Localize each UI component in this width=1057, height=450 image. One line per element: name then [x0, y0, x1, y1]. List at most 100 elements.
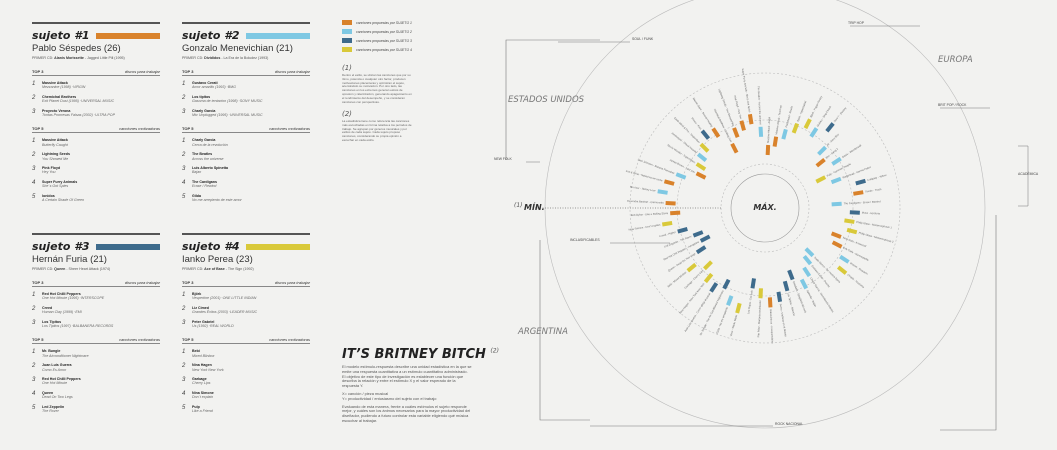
outer-bracket — [539, 240, 590, 421]
song-bar — [661, 220, 673, 227]
item-title: Charly Garcia — [192, 108, 216, 113]
item-subtitle: Cerca de la revolución — [192, 142, 228, 147]
song-label: Oasis - Wonderwall — [841, 143, 862, 159]
song-bar — [657, 189, 668, 195]
song-bar — [695, 162, 707, 171]
item-number: 2 — [32, 152, 36, 159]
list-item: 3 Garbage Cherry Lips — [182, 377, 310, 386]
song-bar — [776, 291, 783, 303]
item-number: 2 — [32, 305, 36, 312]
ring — [720, 163, 810, 253]
chart-legend: canciones propuestas por SUJETO 1 cancio… — [342, 18, 412, 54]
song-bar — [730, 142, 739, 154]
item-number: 5 — [182, 404, 186, 411]
song-label: Gilda - No me arrepiento — [715, 306, 729, 334]
song-label: Björk - Pagan Poetry — [809, 94, 824, 118]
song-list: 1 Bebi Mixed Blinbox 2 Nina Hagen New York Ne… — [182, 349, 310, 413]
song-bar — [831, 240, 843, 249]
item-subtitle: She´s Got Spies — [42, 184, 69, 189]
song-bar — [750, 278, 756, 289]
min-label: MÍN. — [524, 201, 545, 212]
item-title: Juan Luis Guerra — [42, 363, 72, 368]
item-subtitle: A Certain Shade Of Green — [42, 198, 85, 203]
song-label: Nina Hagen - New York New York — [678, 281, 706, 314]
list-item: 2 Lightning Seeds You Showed Me — [32, 152, 160, 161]
first-cd: PRIMER CD: Alanis Morissette - Jagged Li… — [32, 56, 125, 60]
britney-paragraph-1: El modelo estímulo-respuesta describe un… — [342, 364, 472, 389]
item-subtitle: The Airconditioner Nightmare — [42, 353, 89, 358]
album-list: 1 Gustavo Cerati Amor amarillo (1993) ·BMG… — [182, 81, 310, 117]
song-bar — [732, 127, 740, 138]
item-subtitle: Us (1992) ·REAL WORLD — [192, 324, 234, 329]
britney-paragraph-2: X= canción / pieza musical Y= productivi… — [342, 390, 437, 401]
song-label: Massive Attack - Teardrop — [774, 104, 783, 135]
subject-card-1: sujeto #1 Pablo Séspedes (26) PRIMER CD:… — [32, 22, 160, 203]
song-bar — [767, 297, 773, 308]
item-title: Red Hot Chilli Peppers — [42, 377, 81, 382]
item-number: 5 — [182, 193, 186, 200]
song-label: Zero 7 - Destiny — [833, 106, 848, 123]
item-subtitle: Erase / Rewind — [192, 184, 217, 189]
album-list: 1 Björk Vespertine (2001) ·ONE LITTLE INDI… — [182, 292, 310, 328]
list-item: 5 Led Zeppelin The Rover — [32, 405, 160, 414]
song-bar — [830, 176, 842, 185]
item-number: 1 — [182, 349, 186, 356]
list-item: 3 Proyecto Verona Tontas Promesas Falsas (… — [32, 109, 160, 118]
song-bar — [711, 127, 721, 138]
subject-tag: sujeto #2 — [182, 29, 240, 42]
song-bar — [802, 266, 812, 278]
song-bar — [677, 227, 688, 234]
song-bar — [722, 278, 731, 290]
genre-label: INCLASIFICABLES — [570, 238, 600, 242]
britney-title: IT’S BRITNEY BITCH (2) — [342, 347, 499, 362]
song-bar — [695, 245, 707, 255]
song-bar — [787, 269, 795, 281]
item-number: 2 — [182, 94, 186, 101]
song-label: Los Tipitos - Silencio — [786, 292, 796, 317]
subject-tag: sujeto #1 — [32, 29, 90, 42]
item-number: 3 — [182, 108, 186, 115]
list-item: 2 The Beatles Across the universe — [182, 152, 310, 161]
song-bar — [765, 144, 771, 156]
song-label: Fito Páez - Mariposa tecknicolor — [756, 300, 762, 337]
item-title: Mr. Bungle — [42, 349, 61, 354]
item-subtitle: Across the universe — [192, 156, 224, 161]
subject-color-bar — [95, 32, 160, 39]
item-title: Red Hot Chilli Peppers — [42, 292, 81, 296]
list-item: 3 Red Hot Chilli Peppers One Hot Minute — [32, 377, 160, 386]
item-title: Peter Gabriel — [192, 319, 215, 324]
subject-name: Ianko Perea (23) — [182, 254, 253, 265]
song-bar — [802, 254, 813, 266]
song-bar — [839, 254, 850, 264]
center-circle — [730, 173, 800, 243]
list-item: 3 Peter Gabriel Us (1992) ·REAL WORLD — [182, 320, 310, 329]
item-title: Pulp — [192, 404, 200, 409]
list-item: 4 Nina Simone Don´t explain — [182, 391, 310, 400]
item-title: Charly Garcia — [192, 138, 216, 143]
list-item: 1 Red Hot Chilli Peppers One Hot Minute (1… — [32, 292, 160, 301]
albums-heading: TOP 3 discos para trabajar — [32, 280, 160, 287]
song-bar — [699, 234, 711, 243]
item-number: 3 — [32, 108, 36, 115]
song-bar — [747, 113, 754, 125]
song-bar — [815, 158, 826, 168]
song-label: The Beatles - Across the universe — [757, 86, 763, 125]
item-subtitle: Como Es Amor — [42, 367, 67, 372]
subject-color-bar — [95, 243, 160, 250]
item-subtitle: Cherry Lips — [192, 381, 211, 386]
item-number: 1 — [182, 292, 186, 298]
song-bar — [726, 295, 734, 306]
song-label: Los Piojos - Tan solo — [746, 289, 754, 314]
album-list: 1 Red Hot Chilli Peppers One Hot Minute (1… — [32, 292, 160, 328]
song-label: Suede - Trash — [865, 187, 882, 194]
song-label: Iron & Wine - Naked as we came — [625, 169, 663, 183]
first-cd: PRIMER CD: Ace of Base - The Sign (1992) — [182, 267, 254, 271]
item-subtitle: Hey You — [42, 170, 56, 175]
list-item: 5 Gilda No me arrepiento de este amor — [182, 194, 310, 203]
song-label: Bon Iver - Skinny Love — [630, 185, 657, 193]
song-bar — [675, 172, 687, 180]
song-bar — [670, 210, 681, 216]
list-item: 3 Luis Alberto Spinetta Bajan — [182, 166, 310, 175]
item-number: 2 — [182, 363, 186, 370]
item-number: 1 — [32, 138, 36, 145]
